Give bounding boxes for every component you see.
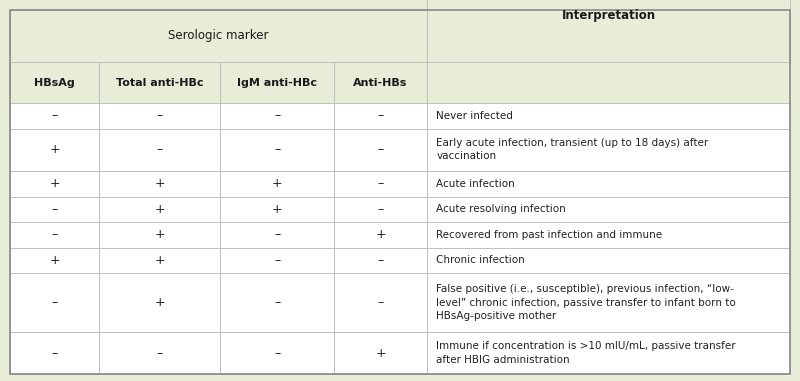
Bar (99, 103, 221, 129)
Text: +: + (154, 177, 166, 190)
Text: +: + (49, 177, 60, 190)
Bar (221, 273, 334, 332)
Bar (427, 248, 790, 273)
Text: Interpretation: Interpretation (562, 9, 656, 22)
Text: Serologic marker: Serologic marker (168, 29, 269, 42)
Bar (334, 62, 427, 103)
Text: –: – (274, 347, 280, 360)
Bar (334, 103, 427, 129)
Text: Immune if concentration is >10 mIU/mL, passive transfer
after HBIG administratio: Immune if concentration is >10 mIU/mL, p… (437, 341, 736, 365)
Text: +: + (49, 254, 60, 267)
Bar (99, 248, 221, 273)
Text: +: + (49, 143, 60, 156)
Text: Total anti-HBc: Total anti-HBc (116, 78, 204, 88)
Text: –: – (51, 109, 58, 123)
Bar (427, 0, 790, 62)
Bar (427, 197, 790, 222)
Bar (427, 103, 790, 129)
Bar (334, 332, 427, 374)
Text: +: + (375, 228, 386, 241)
Text: +: + (154, 296, 166, 309)
Bar (221, 62, 334, 103)
Bar (427, 171, 790, 197)
Text: +: + (272, 177, 282, 190)
Bar (10, 103, 99, 129)
Text: +: + (272, 203, 282, 216)
Text: Recovered from past infection and immune: Recovered from past infection and immune (437, 230, 662, 240)
Bar (221, 197, 334, 222)
Text: –: – (157, 143, 163, 156)
Text: –: – (51, 347, 58, 360)
Text: –: – (274, 254, 280, 267)
Bar (427, 129, 790, 171)
Text: –: – (274, 143, 280, 156)
Bar (10, 10, 427, 62)
Text: –: – (378, 109, 384, 123)
Text: Chronic infection: Chronic infection (437, 255, 525, 266)
Text: False positive (i.e., susceptible), previous infection, “low-
level” chronic inf: False positive (i.e., susceptible), prev… (437, 284, 736, 321)
Text: –: – (157, 109, 163, 123)
Text: –: – (274, 109, 280, 123)
Bar (221, 129, 334, 171)
Bar (10, 171, 99, 197)
Text: –: – (51, 203, 58, 216)
Text: –: – (157, 347, 163, 360)
Bar (10, 222, 99, 248)
Bar (334, 197, 427, 222)
Bar (334, 171, 427, 197)
Text: IgM anti-HBc: IgM anti-HBc (237, 78, 317, 88)
Text: –: – (51, 228, 58, 241)
Text: –: – (378, 177, 384, 190)
Bar (10, 273, 99, 332)
Bar (334, 248, 427, 273)
Text: Acute resolving infection: Acute resolving infection (437, 204, 566, 214)
Bar (10, 332, 99, 374)
Bar (99, 222, 221, 248)
Bar (99, 332, 221, 374)
Bar (427, 332, 790, 374)
Bar (221, 103, 334, 129)
Text: –: – (378, 143, 384, 156)
Text: +: + (154, 228, 166, 241)
Text: Acute infection: Acute infection (437, 179, 515, 189)
Text: HBsAg: HBsAg (34, 78, 75, 88)
Text: Early acute infection, transient (up to 18 days) after
vaccination: Early acute infection, transient (up to … (437, 138, 709, 162)
Text: –: – (378, 296, 384, 309)
Bar (221, 171, 334, 197)
Bar (99, 129, 221, 171)
Text: +: + (154, 203, 166, 216)
Text: –: – (378, 254, 384, 267)
Text: –: – (274, 296, 280, 309)
Text: Anti-HBs: Anti-HBs (354, 78, 408, 88)
Text: –: – (51, 296, 58, 309)
Text: –: – (274, 228, 280, 241)
Bar (334, 129, 427, 171)
Bar (427, 273, 790, 332)
Bar (334, 222, 427, 248)
Bar (99, 273, 221, 332)
Bar (221, 222, 334, 248)
Text: –: – (378, 203, 384, 216)
Bar (221, 248, 334, 273)
Bar (221, 332, 334, 374)
Bar (10, 62, 99, 103)
Text: Never infected: Never infected (437, 111, 514, 121)
Bar (99, 171, 221, 197)
Bar (10, 248, 99, 273)
Bar (99, 62, 221, 103)
Bar (10, 129, 99, 171)
Bar (10, 197, 99, 222)
Text: +: + (154, 254, 166, 267)
Text: +: + (375, 347, 386, 360)
Bar (99, 197, 221, 222)
Bar (427, 222, 790, 248)
Bar (334, 273, 427, 332)
